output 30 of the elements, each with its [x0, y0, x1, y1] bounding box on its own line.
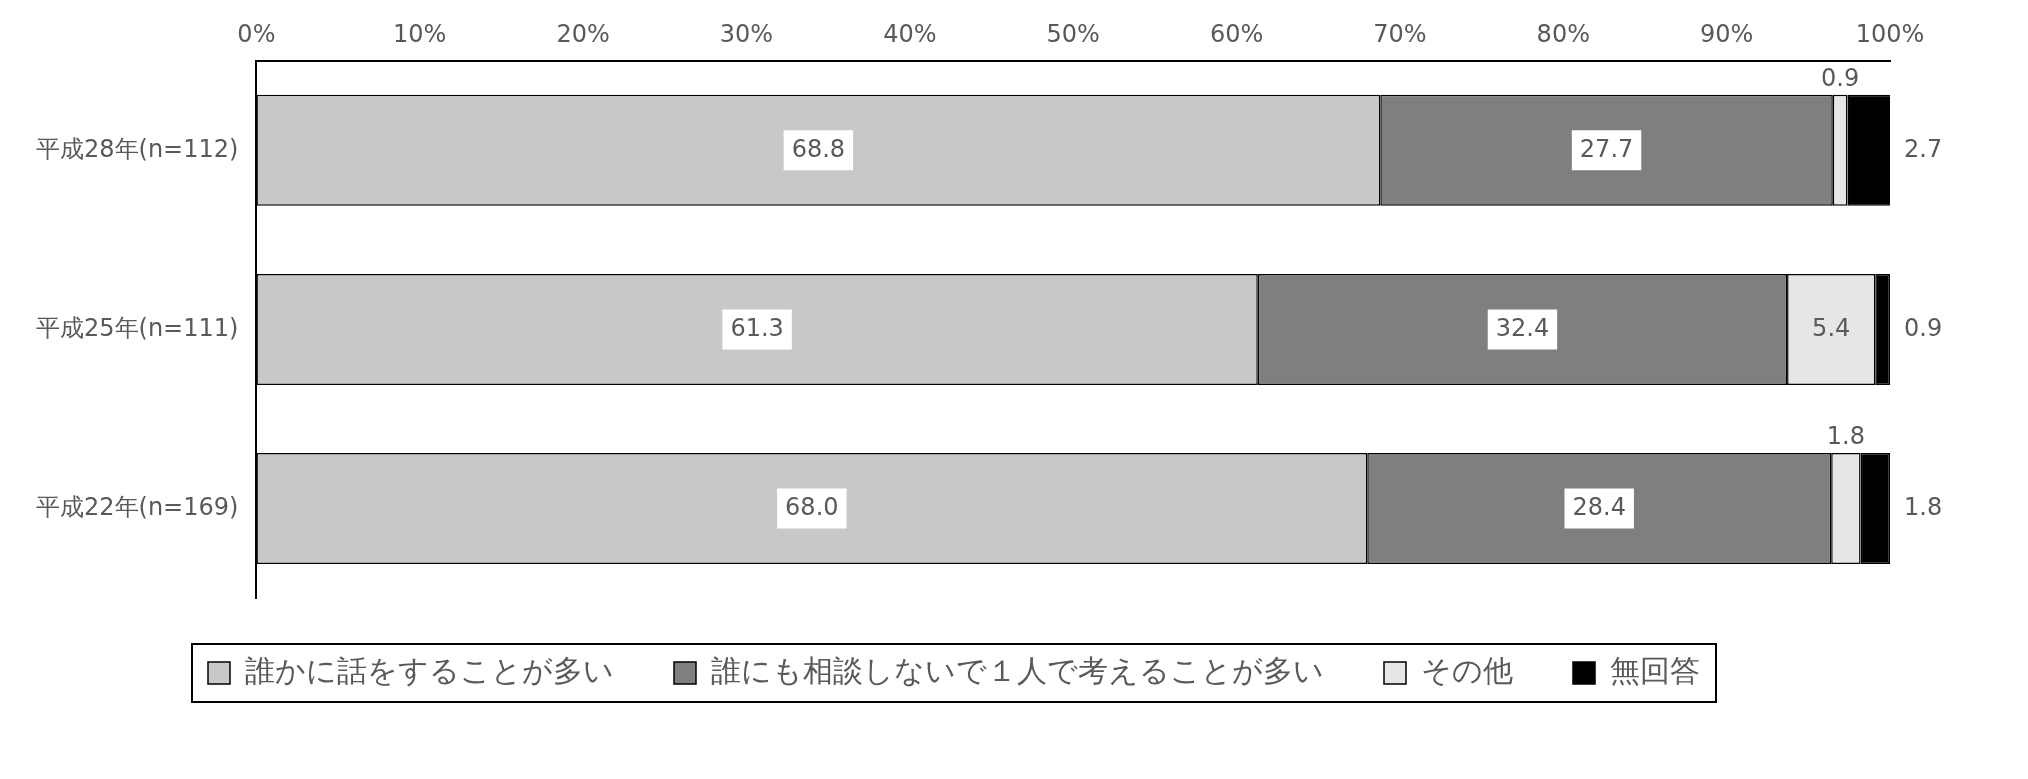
x-tick-label: 100% — [1855, 19, 1925, 48]
x-tick-label: 10% — [393, 19, 447, 48]
x-tick-label: 80% — [1536, 19, 1590, 48]
data-label: 28.4 — [1572, 492, 1626, 521]
data-label: 5.4 — [1812, 313, 1851, 342]
legend-label: 誰にも相談しないで１人で考えることが多い — [711, 652, 1324, 688]
data-label: 61.3 — [730, 313, 784, 342]
x-tick-label: 30% — [719, 19, 774, 48]
x-tick-label: 20% — [556, 19, 610, 48]
data-label: 68.8 — [791, 134, 846, 163]
data-label: 2.7 — [1904, 134, 1943, 163]
data-label: 0.9 — [1904, 313, 1943, 342]
x-tick-label: 40% — [883, 19, 937, 48]
data-label: 0.9 — [1821, 64, 1860, 93]
y-tick-label: 平成22年(n=169) — [35, 492, 239, 521]
data-label: 32.4 — [1495, 313, 1550, 342]
legend-label: 誰かに話をすることが多い — [245, 652, 614, 688]
legend-label: 無回答 — [1610, 652, 1700, 688]
legend-label: その他 — [1421, 652, 1513, 688]
x-tick-label: 60% — [1209, 19, 1264, 48]
y-tick-label: 平成25年(n=111) — [35, 313, 239, 342]
y-tick-label: 平成28年(n=112) — [35, 134, 239, 163]
x-tick-label: 50% — [1046, 19, 1100, 48]
x-tick-label: 0% — [237, 19, 276, 48]
data-label: 1.8 — [1904, 492, 1943, 521]
data-label: 1.8 — [1826, 422, 1865, 451]
x-tick-label: 70% — [1373, 19, 1427, 48]
data-label: 27.7 — [1579, 134, 1634, 163]
data-label: 68.0 — [785, 492, 839, 521]
x-tick-label: 90% — [1699, 19, 1754, 48]
